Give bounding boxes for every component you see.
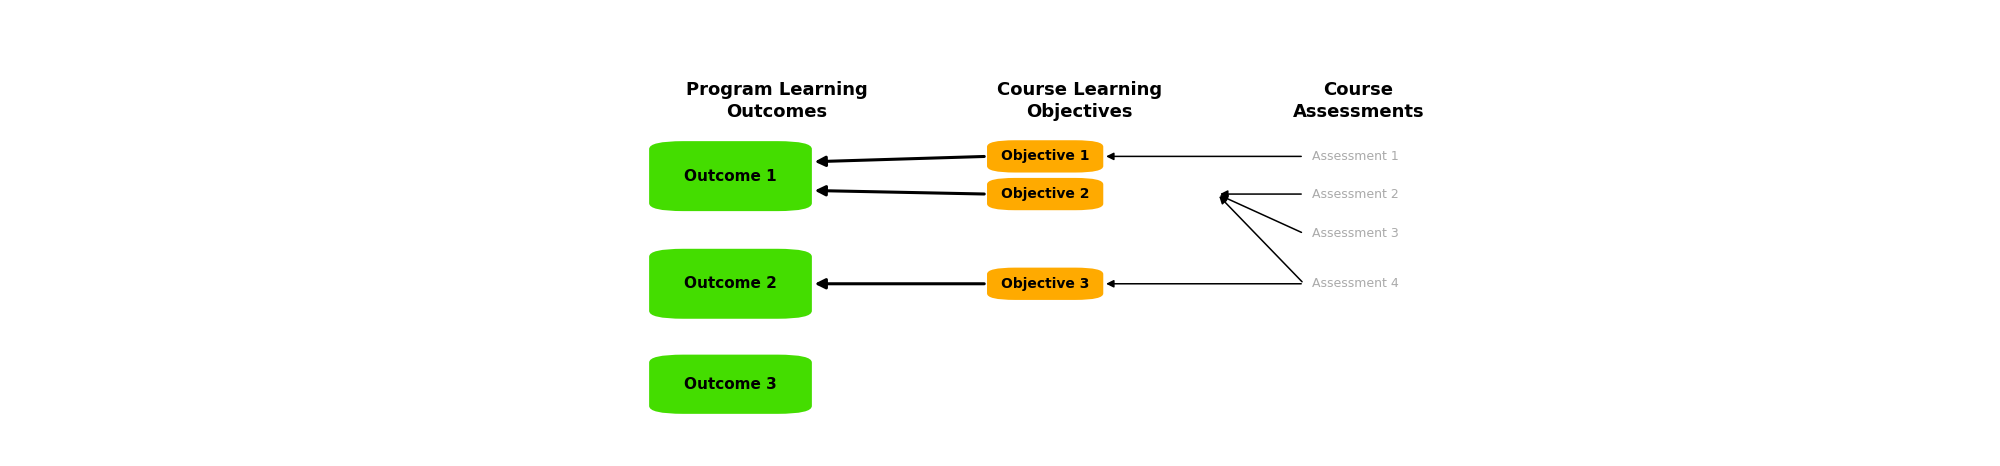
FancyBboxPatch shape: [988, 140, 1104, 172]
Text: Outcome 3: Outcome 3: [684, 377, 776, 392]
Text: Assessment 4: Assessment 4: [1312, 277, 1398, 290]
Text: Outcome 2: Outcome 2: [684, 276, 776, 291]
Text: Assessment 2: Assessment 2: [1312, 188, 1398, 200]
Text: Objective 2: Objective 2: [1000, 187, 1090, 201]
FancyBboxPatch shape: [650, 249, 812, 319]
FancyBboxPatch shape: [650, 141, 812, 211]
Text: Course
Assessments: Course Assessments: [1292, 81, 1424, 121]
FancyBboxPatch shape: [988, 178, 1104, 210]
Text: Course Learning
Objectives: Course Learning Objectives: [996, 81, 1162, 121]
FancyBboxPatch shape: [988, 267, 1104, 300]
Text: Outcome 1: Outcome 1: [684, 169, 776, 184]
Text: Objective 3: Objective 3: [1000, 277, 1090, 291]
Text: Assessment 1: Assessment 1: [1312, 150, 1398, 163]
Text: Program Learning
Outcomes: Program Learning Outcomes: [686, 81, 868, 121]
FancyBboxPatch shape: [650, 355, 812, 414]
Text: Objective 1: Objective 1: [1000, 150, 1090, 164]
Text: Assessment 3: Assessment 3: [1312, 227, 1398, 240]
